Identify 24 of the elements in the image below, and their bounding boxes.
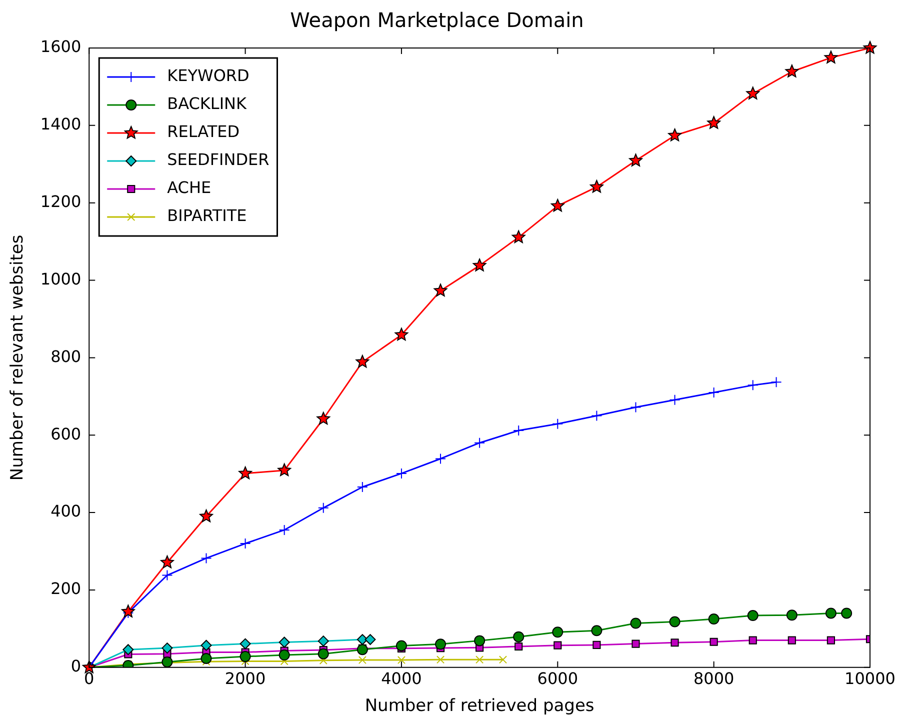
y-tick-label: 200: [50, 579, 82, 598]
x-tick-label: 4000: [381, 669, 422, 688]
x-axis-title: Number of retrieved pages: [364, 696, 594, 716]
legend-label: BIPARTITE: [167, 206, 247, 226]
legend-label: RELATED: [167, 122, 240, 142]
y-tick-label: 600: [50, 424, 82, 444]
y-tick-label: 1200: [40, 192, 82, 212]
x-tick-label: 8000: [693, 669, 734, 688]
legend-label: KEYWORD: [167, 66, 250, 86]
y-tick-label: 1400: [40, 114, 82, 134]
y-tick-label: 0: [70, 656, 82, 676]
y-tick-label: 400: [50, 502, 82, 521]
x-tick-label: 6000: [537, 669, 578, 688]
legend-label: BACKLINK: [167, 94, 248, 114]
y-tick-label: 1600: [40, 37, 82, 56]
chart-title: Weapon Marketplace Domain: [290, 8, 584, 32]
y-tick-label: 1000: [40, 269, 82, 288]
x-tick-label: 10000: [844, 669, 896, 688]
legend-label: SEEDFINDER: [167, 150, 270, 170]
x-tick-label: 0: [84, 669, 94, 688]
y-axis-title: Number of relevant websites: [8, 234, 28, 481]
x-tick-label: 2000: [224, 669, 266, 688]
y-tick-label: 800: [50, 346, 82, 366]
legend-label: ACHE: [167, 178, 212, 198]
